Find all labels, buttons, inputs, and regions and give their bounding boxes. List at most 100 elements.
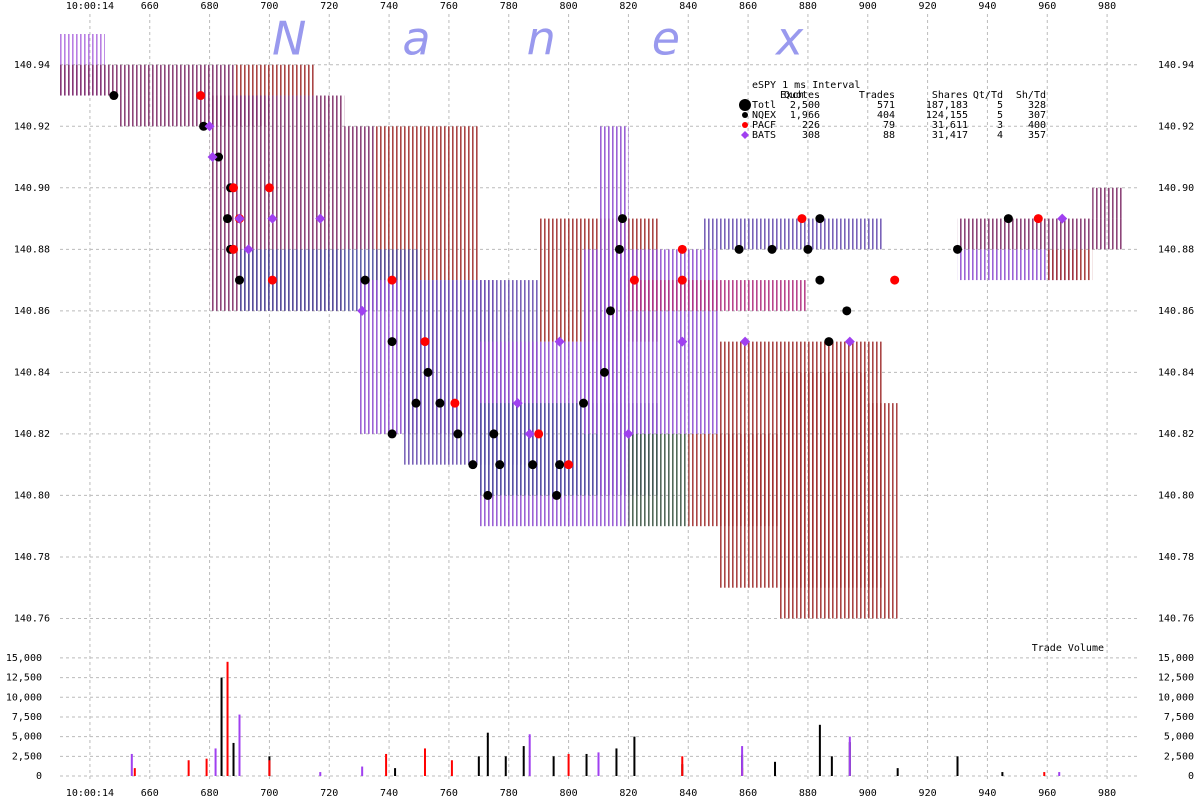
legend-cell: 31,417: [932, 130, 968, 141]
trade-marker: [844, 336, 855, 347]
legend-row-name: NQEX: [752, 110, 776, 121]
volume-bar: [848, 736, 851, 776]
trade-marker: [264, 183, 274, 193]
legend-cell: 308: [802, 130, 820, 141]
volume-bar: [1043, 772, 1046, 776]
legend-header: Quotes: [784, 90, 820, 101]
y-tick-label: 140.90: [1158, 183, 1194, 194]
trade-marker: [815, 214, 825, 224]
legend-cell: 226: [802, 120, 820, 131]
volume-bar: [394, 768, 397, 776]
y-tick-label: 10,000: [6, 692, 42, 703]
volume-bar: [214, 748, 217, 776]
x-tick-label: 720: [320, 788, 338, 799]
volume-bar: [633, 736, 636, 776]
volume-bar: [681, 756, 684, 776]
trade-marker: [229, 244, 239, 254]
trade-marker: [815, 275, 825, 285]
trade-marker: [740, 336, 751, 347]
legend-header: Shares: [932, 90, 968, 101]
y-tick-label: 140.80: [1158, 490, 1194, 501]
trade-marker: [243, 244, 254, 255]
x-tick-label: 700: [260, 1, 278, 12]
volume-bar: [567, 753, 570, 776]
volume-bar: [187, 760, 190, 776]
x-tick-label: 840: [679, 1, 697, 12]
trade-marker: [267, 213, 278, 224]
trade-marker: [677, 336, 688, 347]
volume-bar: [226, 661, 229, 776]
x-tick-label: 10:00:14: [66, 788, 114, 799]
trade-marker: [223, 214, 233, 224]
trade-marker: [599, 367, 609, 377]
trade-marker: [617, 214, 627, 224]
y-tick-label: 7,500: [1164, 712, 1194, 723]
trade-marker: [512, 398, 523, 409]
quote-band: [344, 126, 375, 250]
legend-row-name: BATS: [752, 130, 776, 141]
legend-cell: 3: [997, 120, 1003, 131]
volume-bar: [385, 753, 388, 776]
trade-marker: [357, 305, 368, 316]
x-tick-label: 760: [440, 1, 458, 12]
trade-marker: [360, 275, 370, 285]
y-tick-label: 12,500: [1158, 673, 1194, 684]
trade-marker: [1057, 213, 1068, 224]
y-tick-label: 140.76: [1158, 613, 1194, 624]
trade-marker: [842, 306, 852, 316]
trade-marker: [234, 213, 245, 224]
chart-title: Nanex: [272, 12, 899, 66]
x-tick-label: 960: [1038, 788, 1056, 799]
volume-bar: [319, 772, 322, 776]
trade-marker: [495, 460, 505, 470]
trade-marker: [109, 91, 119, 101]
x-tick-label: 10:00:14: [66, 1, 114, 12]
legend-row-name: Totl: [752, 100, 776, 111]
trade-marker: [204, 121, 215, 132]
y-tick-label: 140.82: [1158, 429, 1194, 440]
y-tick-label: 140.84: [14, 367, 50, 378]
quote-band: [60, 64, 234, 96]
trade-marker: [767, 244, 777, 254]
y-tick-label: 5,000: [1164, 732, 1194, 743]
volume-bar: [896, 768, 899, 776]
volume-bar: [585, 753, 588, 776]
x-tick-label: 800: [560, 788, 578, 799]
trade-marker: [677, 244, 687, 254]
volume-bar: [774, 761, 777, 776]
volume-bar: [830, 756, 833, 776]
trade-marker: [564, 460, 574, 470]
volume-bar: [450, 760, 453, 776]
x-tick-label: 860: [739, 1, 757, 12]
x-tick-label: 740: [380, 1, 398, 12]
x-tick-label: 940: [978, 788, 996, 799]
legend-cell: 5: [997, 110, 1003, 121]
trade-marker: [803, 244, 813, 254]
x-tick-label: 780: [500, 1, 518, 12]
trade-marker: [554, 336, 565, 347]
legend-cell: 1,966: [790, 110, 820, 121]
volume-bar: [615, 748, 618, 776]
x-tick-label: 760: [440, 788, 458, 799]
volume-bar: [956, 756, 959, 776]
trade-marker: [605, 306, 615, 316]
volume-bar: [268, 760, 271, 776]
x-tick-label: 660: [141, 1, 159, 12]
volume-bar: [1058, 772, 1061, 776]
x-tick-label: 840: [679, 788, 697, 799]
trade-marker: [824, 337, 834, 347]
trade-marker: [489, 429, 499, 439]
quote-band: [1047, 249, 1093, 281]
x-tick-label: 780: [500, 788, 518, 799]
trade-marker: [235, 275, 245, 285]
legend-marker: [742, 112, 748, 118]
legend-cell: 404: [877, 110, 895, 121]
legend-cell: 31,611: [932, 120, 968, 131]
x-tick-label: 880: [799, 788, 817, 799]
x-tick-label: 700: [260, 788, 278, 799]
trade-marker: [890, 275, 900, 285]
x-tick-label: 980: [1098, 1, 1116, 12]
volume-bar: [522, 746, 525, 776]
volume-bar: [361, 766, 364, 776]
y-tick-label: 140.86: [14, 306, 50, 317]
